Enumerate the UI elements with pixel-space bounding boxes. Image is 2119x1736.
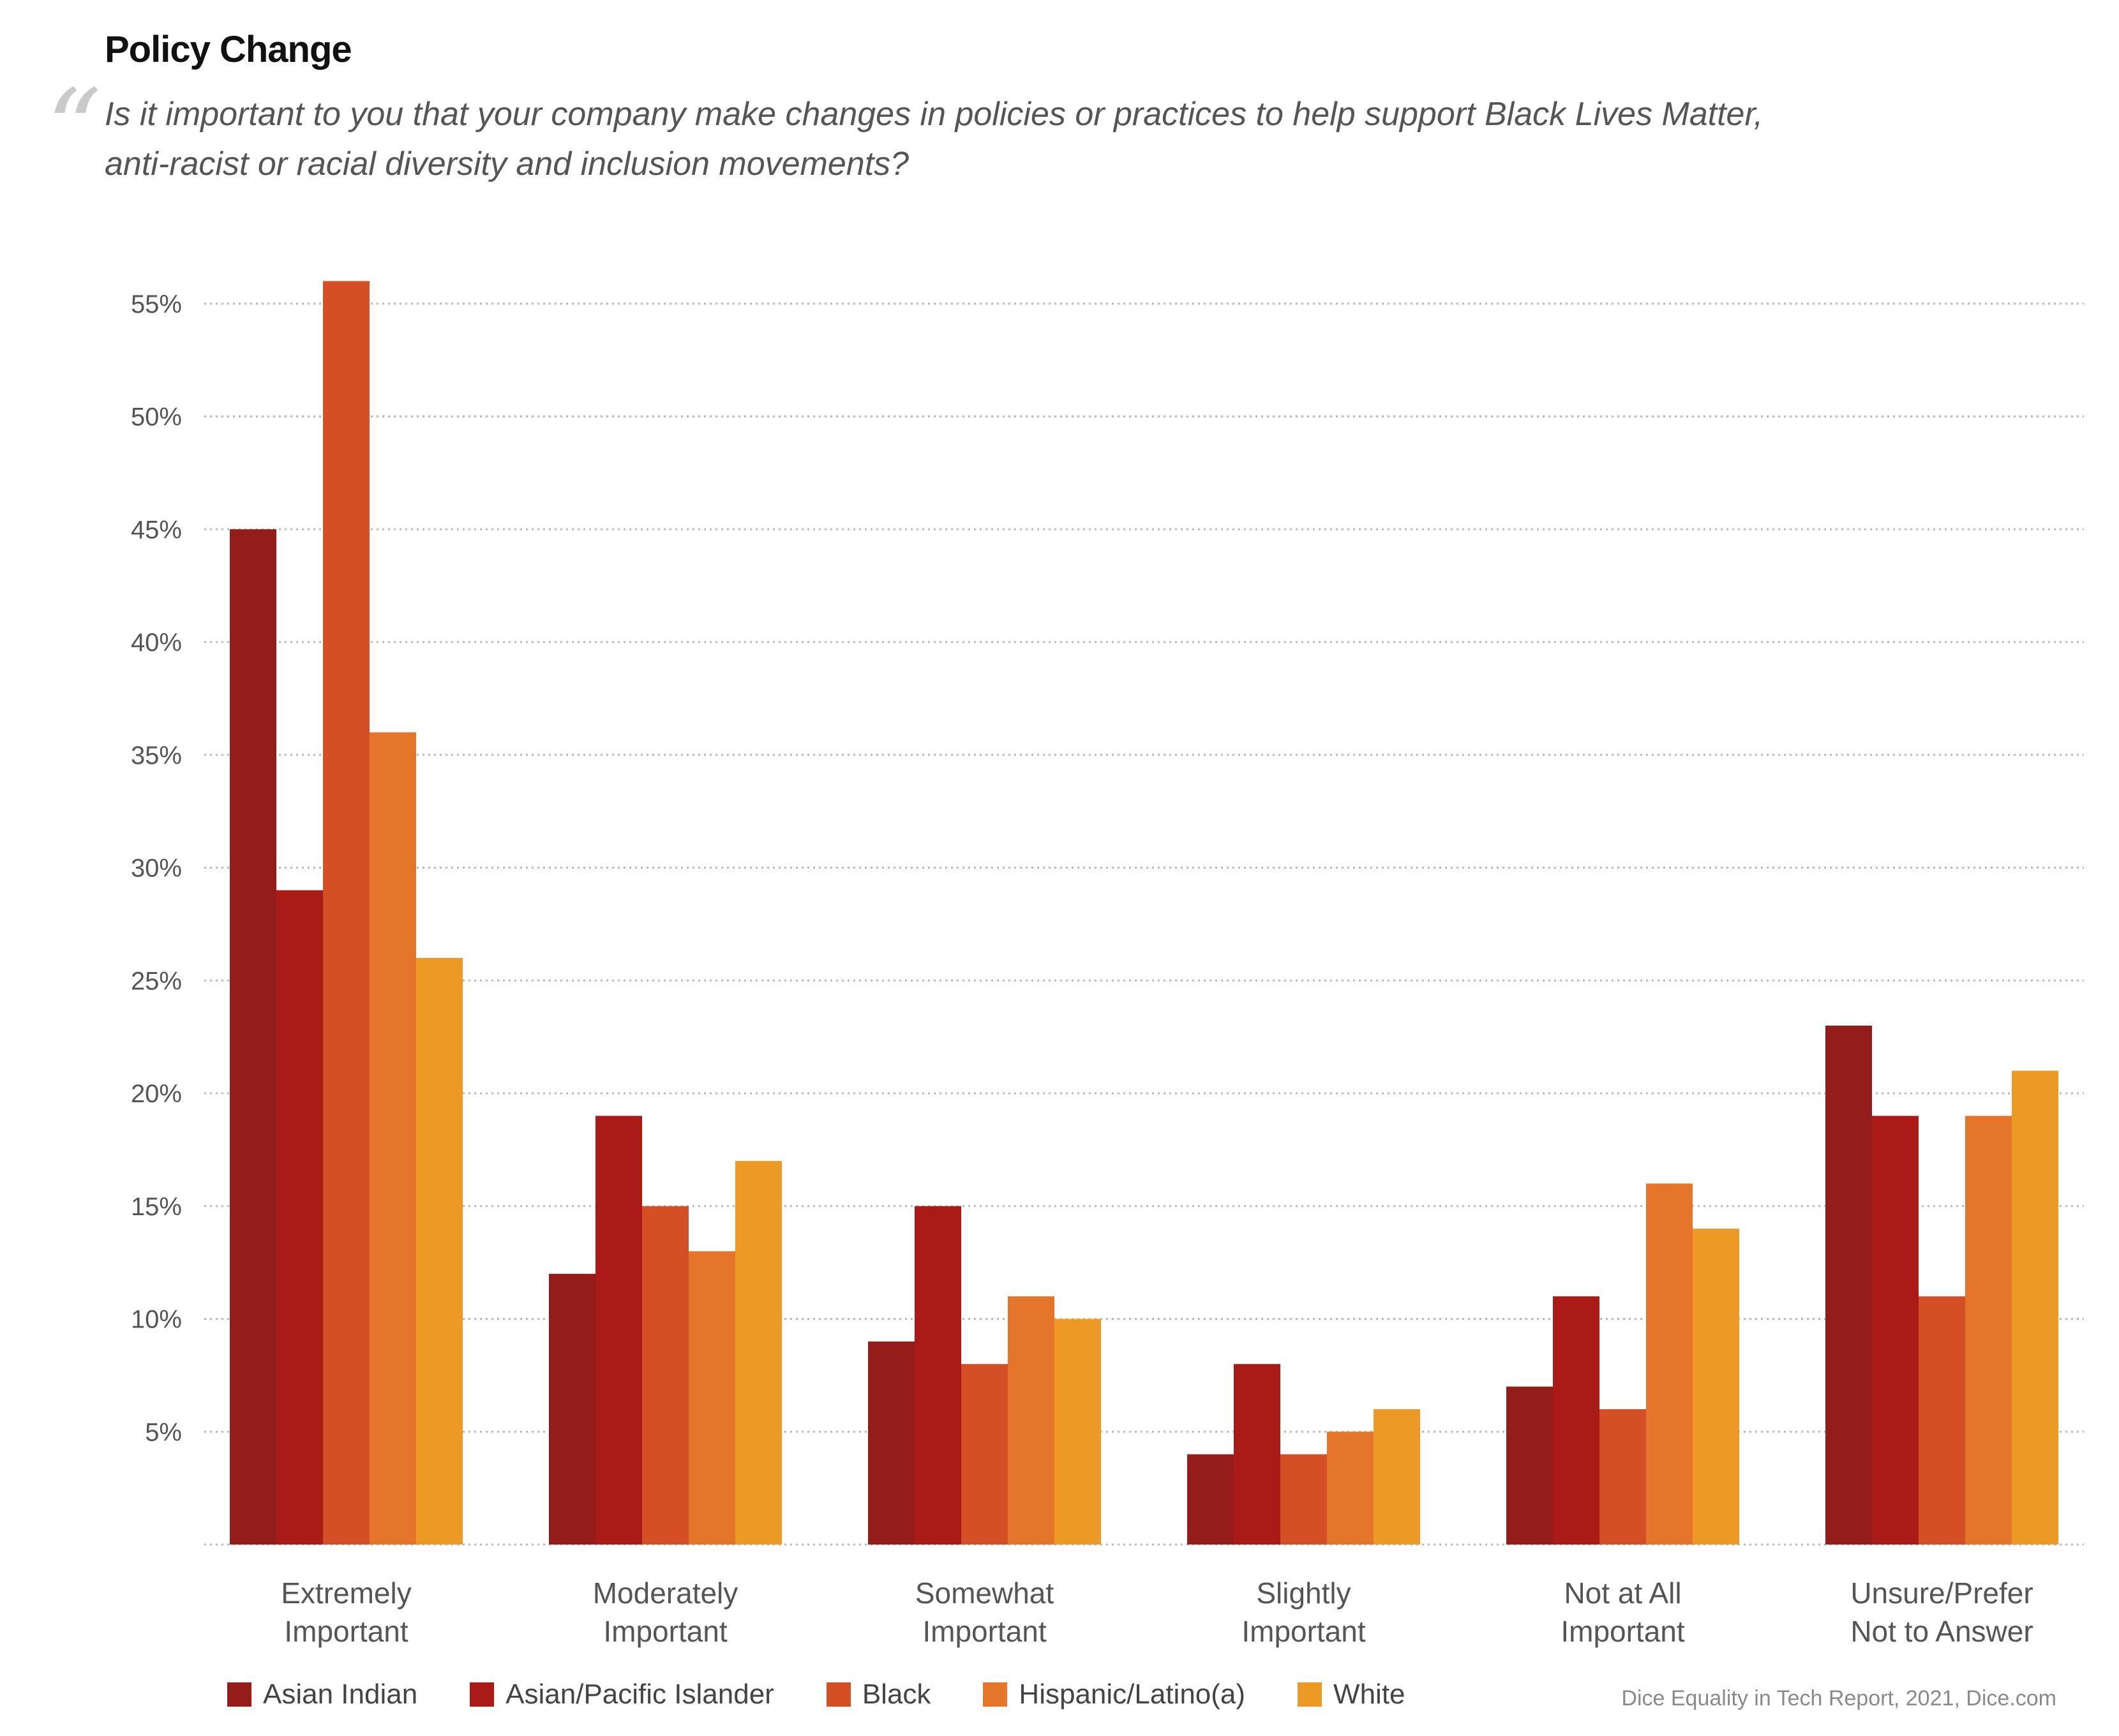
y-tick-label: 20% <box>131 1080 182 1108</box>
legend-label-asian-indian: Asian Indian <box>263 1679 418 1710</box>
bar <box>1693 1229 1739 1545</box>
subtitle-line-2: anti-racist or racial diversity and incl… <box>105 146 910 183</box>
bar <box>1187 1454 1234 1545</box>
bar <box>1825 1025 1872 1545</box>
chart-subtitle: Is it important to you that your company… <box>105 89 1828 189</box>
legend-item-asian-indian: Asian Indian <box>227 1679 417 1710</box>
x-category-label: Important <box>1561 1615 1685 1648</box>
bar <box>416 957 463 1545</box>
bar <box>1008 1296 1054 1545</box>
x-category-label: Unsure/Prefer <box>1850 1576 2033 1610</box>
bar <box>323 281 370 1545</box>
y-tick-label: 50% <box>131 403 182 431</box>
bar <box>1646 1183 1693 1545</box>
bar <box>1553 1296 1599 1545</box>
legend-swatch-asian-pacific-islander <box>470 1682 495 1707</box>
x-category-label: Moderately <box>593 1576 738 1610</box>
bar-chart: 5% 10% 15% 20% 25% 30% 35% 40% 45% 50% 55% Extremel… <box>131 281 2084 1648</box>
bar <box>1054 1319 1101 1545</box>
legend-label-hispanic-latino: Hispanic/Latino(a) <box>1019 1679 1246 1710</box>
x-category-label: Not at All <box>1564 1576 1681 1610</box>
y-tick-label: 30% <box>131 855 182 883</box>
bar <box>868 1341 915 1545</box>
x-category-label: Important <box>922 1615 1047 1648</box>
bar <box>1599 1409 1646 1545</box>
bar <box>735 1161 782 1545</box>
bar <box>1327 1432 1374 1545</box>
legend-item-hispanic-latino: Hispanic/Latino(a) <box>983 1679 1245 1710</box>
source-note: Dice Equality in Tech Report, 2021, Dice… <box>1621 1686 2056 1710</box>
bar <box>370 732 416 1545</box>
chart-title: Policy Change <box>105 29 352 70</box>
legend-swatch-asian-indian <box>227 1682 251 1707</box>
x-category-label: Important <box>284 1615 408 1648</box>
bar <box>1374 1409 1420 1545</box>
quote-mark-icon: “ <box>46 66 101 193</box>
legend: Asian Indian Asian/Pacific Islander Blac… <box>227 1679 1458 1710</box>
legend-swatch-black <box>826 1682 851 1707</box>
y-tick-label: 55% <box>131 290 182 318</box>
bar <box>961 1364 1008 1545</box>
legend-label-white: White <box>1333 1679 1405 1710</box>
bar <box>276 890 323 1545</box>
bar <box>1919 1296 1965 1545</box>
subtitle-line-1: Is it important to you that your company… <box>105 96 1763 133</box>
x-category-label: Not to Answer <box>1850 1615 2033 1648</box>
bar <box>1234 1364 1280 1545</box>
x-category-label: Slightly <box>1256 1576 1351 1610</box>
bar <box>689 1251 735 1545</box>
bar <box>230 529 276 1545</box>
x-category-label: Important <box>603 1615 728 1648</box>
bar <box>2012 1070 2058 1545</box>
x-category-label: Extremely <box>281 1576 411 1610</box>
bar <box>915 1206 961 1545</box>
legend-item-asian-pacific-islander: Asian/Pacific Islander <box>470 1679 774 1710</box>
y-tick-label: 5% <box>145 1418 182 1446</box>
bar <box>1506 1386 1553 1545</box>
bar <box>595 1116 642 1545</box>
y-tick-label: 40% <box>131 629 182 657</box>
bar <box>1872 1116 1919 1545</box>
legend-swatch-hispanic-latino <box>983 1682 1008 1707</box>
y-tick-label: 10% <box>131 1306 182 1334</box>
y-tick-label: 15% <box>131 1193 182 1221</box>
legend-label-black: Black <box>862 1679 931 1710</box>
legend-item-black: Black <box>826 1679 931 1710</box>
legend-label-asian-pacific-islander: Asian/Pacific Islander <box>505 1679 774 1710</box>
y-tick-label: 25% <box>131 967 182 995</box>
y-tick-label: 45% <box>131 516 182 544</box>
x-category-label: Somewhat <box>915 1576 1054 1610</box>
bar <box>549 1273 595 1545</box>
bar <box>1965 1116 2012 1545</box>
y-tick-label: 35% <box>131 742 182 770</box>
legend-swatch-white <box>1298 1682 1322 1707</box>
x-category-label: Important <box>1241 1615 1366 1648</box>
legend-item-white: White <box>1298 1679 1405 1710</box>
bar <box>642 1206 689 1545</box>
bar <box>1280 1454 1327 1545</box>
